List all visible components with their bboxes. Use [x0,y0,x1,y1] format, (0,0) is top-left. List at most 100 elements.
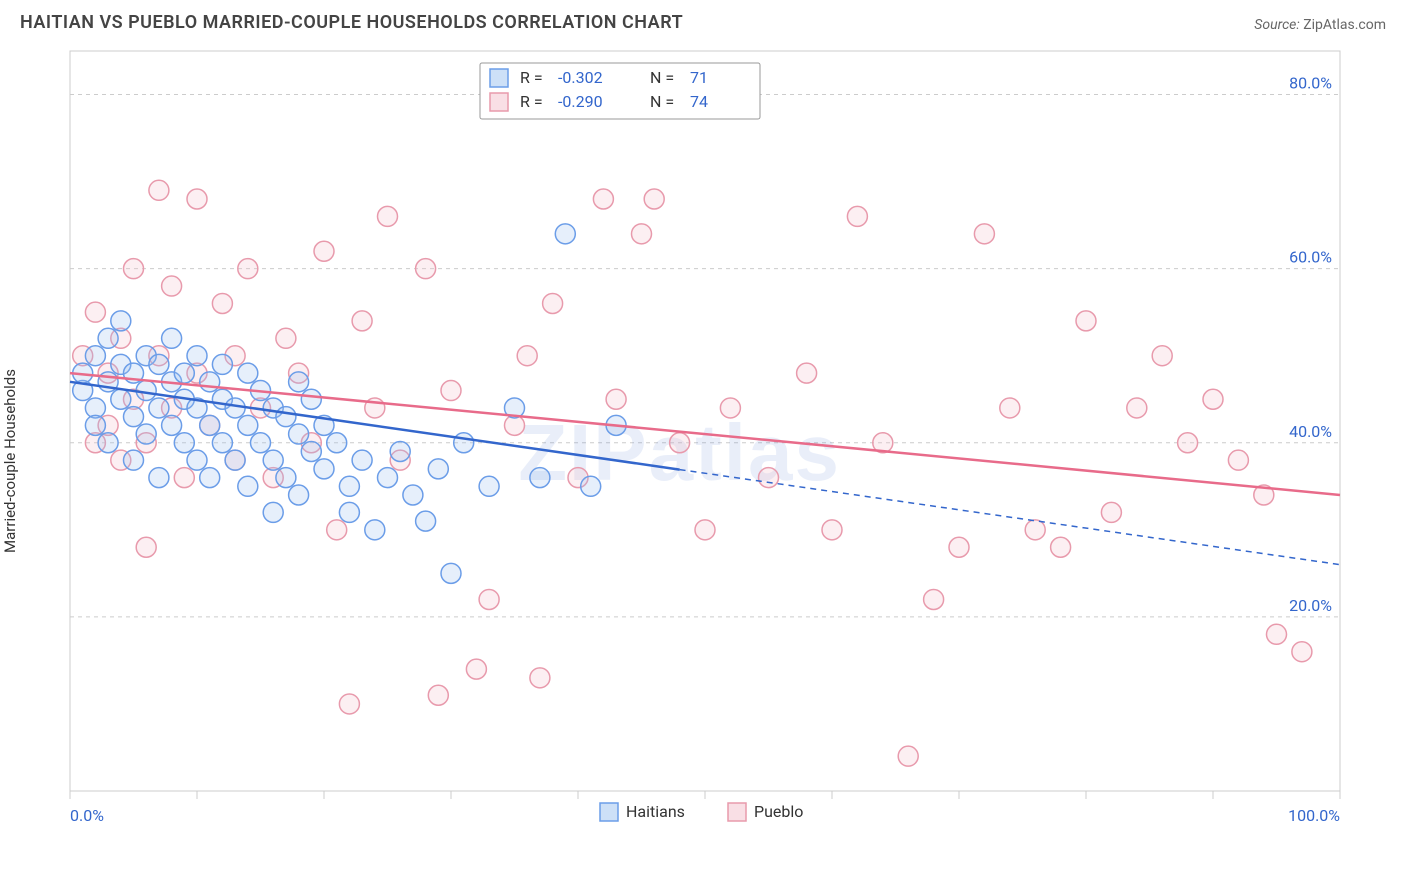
scatter-point [111,311,131,331]
scatter-point [339,476,359,496]
scatter-point [98,433,118,453]
stats-swatch [490,69,508,87]
legend-label: Pueblo [754,802,803,821]
correlation-scatter-chart: 20.0%40.0%60.0%80.0%0.0%100.0%ZIPatlasR … [20,41,1350,881]
scatter-point [1127,398,1147,418]
scatter-point [517,346,537,366]
scatter-point [276,407,296,427]
scatter-point [1178,433,1198,453]
scatter-point [85,346,105,366]
scatter-point [378,206,398,226]
scatter-point [162,276,182,296]
scatter-point [98,328,118,348]
scatter-point [314,241,334,261]
scatter-point [847,206,867,226]
legend-label: Haitians [626,802,685,821]
scatter-point [924,589,944,609]
scatter-point [720,398,740,418]
scatter-point [555,224,575,244]
source-label: Source: [1254,17,1299,33]
scatter-point [695,520,715,540]
svg-text:-0.290: -0.290 [558,92,603,111]
scatter-point [352,311,372,331]
scatter-point [644,189,664,209]
svg-text:N =: N = [650,92,674,111]
scatter-point [898,746,918,766]
legend-swatch [600,803,618,821]
scatter-point [327,433,347,453]
scatter-point [1000,398,1020,418]
scatter-point [136,537,156,557]
scatter-point [416,511,436,531]
scatter-point [187,450,207,470]
scatter-point [212,293,232,313]
scatter-point [263,502,283,522]
scatter-point [428,459,448,479]
scatter-point [187,346,207,366]
svg-text:R =: R = [520,68,543,87]
scatter-point [479,589,499,609]
scatter-point [606,389,626,409]
scatter-point [454,433,474,453]
scatter-point [174,363,194,383]
svg-text:71: 71 [690,68,708,87]
scatter-point [136,424,156,444]
scatter-point [441,563,461,583]
scatter-point [378,468,398,488]
scatter-point [149,180,169,200]
scatter-point [238,476,258,496]
scatter-point [759,468,779,488]
scatter-point [390,441,410,461]
scatter-point [365,520,385,540]
scatter-point [543,293,563,313]
y-tick-label: 40.0% [1289,422,1332,441]
scatter-point [251,433,271,453]
scatter-point [289,485,309,505]
scatter-point [124,259,144,279]
y-tick-label: 20.0% [1289,596,1332,615]
scatter-point [1076,311,1096,331]
scatter-point [530,468,550,488]
legend-swatch [728,803,746,821]
scatter-point [339,502,359,522]
scatter-point [149,398,169,418]
chart-title: HAITIAN VS PUEBLO MARRIED-COUPLE HOUSEHO… [20,12,683,33]
source-attribution: Source: ZipAtlas.com [1254,17,1386,33]
scatter-point [1152,346,1172,366]
scatter-point [670,433,690,453]
scatter-point [428,685,448,705]
scatter-point [238,415,258,435]
scatter-point [327,520,347,540]
scatter-point [124,450,144,470]
scatter-point [200,415,220,435]
x-tick-label: 100.0% [1288,806,1340,825]
scatter-point [1101,502,1121,522]
scatter-point [111,389,131,409]
scatter-point [1292,642,1312,662]
scatter-point [581,476,601,496]
scatter-point [149,354,169,374]
scatter-point [441,381,461,401]
scatter-point [174,468,194,488]
scatter-point [403,485,423,505]
scatter-point [149,468,169,488]
scatter-point [352,450,372,470]
scatter-point [85,302,105,322]
scatter-point [276,328,296,348]
scatter-point [289,372,309,392]
scatter-point [530,668,550,688]
scatter-point [238,363,258,383]
scatter-point [225,398,245,418]
scatter-point [212,433,232,453]
scatter-point [289,424,309,444]
scatter-point [124,407,144,427]
scatter-point [1025,520,1045,540]
svg-text:N =: N = [650,68,674,87]
scatter-point [238,259,258,279]
scatter-point [200,468,220,488]
scatter-point [174,433,194,453]
scatter-point [632,224,652,244]
scatter-point [162,328,182,348]
y-axis-label: Married-couple Households [1,369,19,553]
scatter-point [416,259,436,279]
